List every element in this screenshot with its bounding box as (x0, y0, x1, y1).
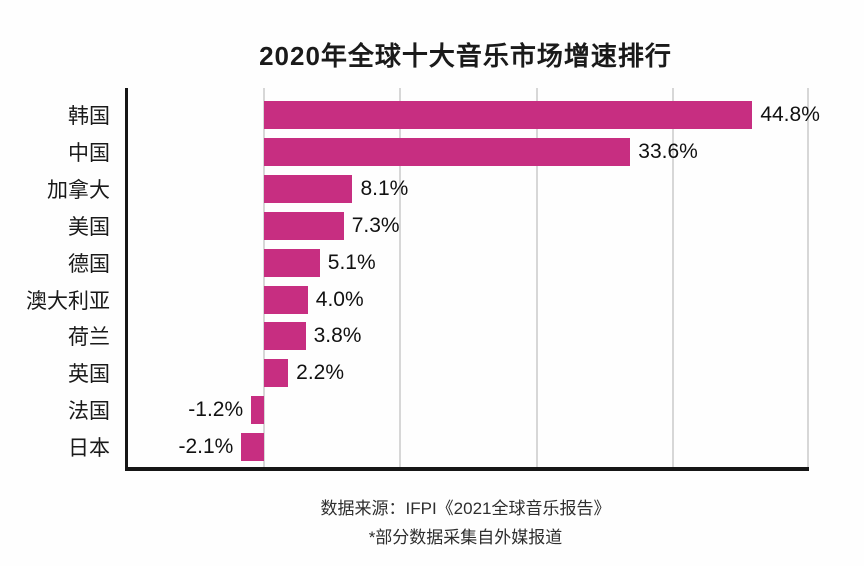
category-label: 英国 (68, 363, 110, 387)
bar (264, 322, 306, 351)
bar (251, 396, 265, 425)
bar-value-label: -2.1% (178, 435, 234, 459)
bar-value-label: -1.2% (188, 398, 244, 422)
gridline-37.5 (671, 88, 674, 467)
category-label: 德国 (68, 252, 110, 276)
source-note: 数据来源：IFPI《2021全球音乐报告》 *部分数据采集自外媒报道 (125, 494, 806, 552)
bar (264, 285, 308, 314)
category-label: 中国 (68, 141, 110, 165)
bar-value-label: 5.1% (327, 250, 376, 274)
bar (264, 359, 289, 388)
bar-value-label: 7.3% (351, 213, 400, 237)
bar (264, 101, 753, 129)
bar-value-label: 33.6% (638, 139, 698, 163)
bar-value-label: 8.1% (360, 176, 409, 200)
bar (241, 433, 265, 462)
gridline-0 (263, 88, 266, 467)
category-label: 日本 (68, 437, 110, 461)
source-note-line2: *部分数据采集自外媒报道 (368, 528, 563, 547)
bar (264, 137, 631, 166)
bar (264, 211, 344, 240)
category-label: 加拿大 (47, 178, 110, 202)
category-label: 法国 (68, 400, 110, 424)
gridline-12.5 (399, 88, 402, 467)
category-label: 美国 (68, 215, 110, 239)
chart-title: 2020年全球十大音乐市场增速排行 (259, 41, 672, 71)
plot-area: 44.8% 33.6% 8.1% 7.3% 5.1% 4.0% 3.8% 2.2% -1.2% -… (125, 88, 820, 471)
bar-value-label: 2.2% (296, 361, 345, 385)
bar-value-label: 44.8% (760, 103, 820, 126)
category-axis: 韩国中国加拿大美国德国澳大利亚荷兰英国法国日本 (0, 88, 114, 467)
gridline-50 (807, 88, 809, 467)
category-label: 澳大利亚 (26, 289, 110, 313)
category-label: 韩国 (68, 105, 110, 128)
gridline-25 (535, 88, 538, 467)
source-note-line1: 数据来源：IFPI《2021全球音乐报告》 (320, 499, 611, 518)
category-label: 荷兰 (68, 326, 110, 350)
bar-value-label: 4.0% (315, 287, 364, 311)
bar (264, 248, 320, 277)
bar (264, 174, 353, 203)
bar-value-label: 3.8% (313, 324, 362, 348)
